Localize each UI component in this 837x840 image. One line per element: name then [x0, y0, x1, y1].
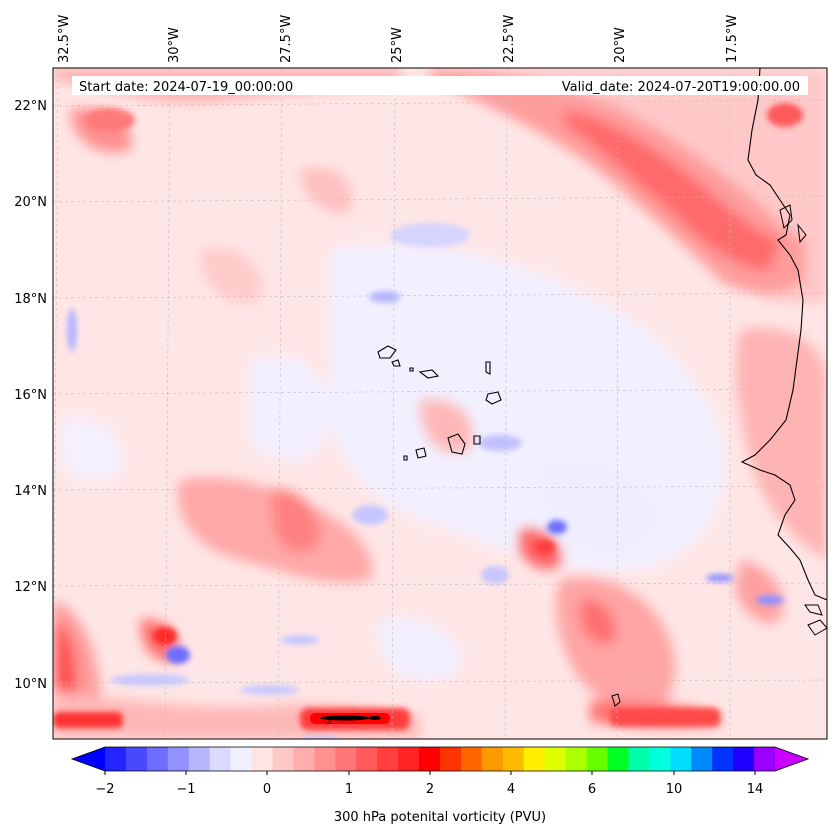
colorbar-segment — [460, 747, 483, 771]
date-banner — [72, 76, 808, 95]
colorbar-segment — [146, 747, 169, 771]
colorbar-segment — [440, 747, 462, 771]
colorbar-segment — [167, 747, 190, 771]
lat-label-4: 14°N — [14, 484, 47, 499]
pv-field: 2 — [53, 68, 827, 739]
colorbar-segment — [272, 747, 294, 771]
colorbar-extend-max — [775, 747, 808, 771]
colorbar-segment — [523, 747, 546, 771]
lon-label-2: 27.5°W — [279, 15, 294, 63]
pv-contour-line — [320, 715, 370, 721]
lon-label-1: 30°W — [167, 27, 182, 63]
cb-tick-8: 14 — [747, 782, 764, 797]
colorbar-segment — [230, 747, 253, 771]
lat-label-2: 18°N — [14, 292, 47, 307]
colorbar-segment — [335, 747, 357, 771]
gridlines — [53, 68, 827, 739]
colorbar-segment — [628, 747, 650, 771]
pv-low-regions — [60, 243, 726, 681]
lat-label-5: 12°N — [14, 580, 47, 595]
colorbar-extend-min — [72, 747, 105, 771]
colorbar-segment — [251, 747, 273, 771]
colorbar-segment — [670, 747, 692, 771]
colorbar-segment — [607, 747, 629, 771]
pv-small-features — [67, 103, 803, 739]
colorbar-segment — [419, 747, 441, 771]
colorbar-segment — [398, 747, 420, 771]
lat-label-0: 22°N — [14, 99, 47, 114]
colorbar-segment — [125, 747, 148, 771]
contour-label: 2 — [326, 716, 332, 727]
cb-tick-0: −2 — [95, 782, 114, 797]
lat-label-3: 16°N — [14, 388, 47, 403]
colorbar-segment — [481, 747, 504, 771]
cb-tick-6: 6 — [588, 782, 596, 797]
lon-label-5: 20°W — [613, 27, 628, 63]
cape-verde-islands — [377, 345, 502, 461]
colorbar-segment — [586, 747, 608, 771]
colorbar-segment — [544, 747, 567, 771]
pv-contour-line-3 — [611, 693, 621, 707]
colorbar-segment — [733, 747, 755, 771]
cb-tick-4: 2 — [426, 782, 434, 797]
lat-label-1: 20°N — [14, 195, 47, 210]
colorbar-segment — [105, 747, 127, 771]
colorbar-segment — [188, 747, 211, 771]
colorbar-segment — [649, 747, 671, 771]
colorbar-segment — [314, 747, 336, 771]
colorbar-ticks: −2 −1 0 1 2 4 6 10 14 — [95, 771, 763, 797]
cb-tick-1: −1 — [176, 782, 195, 797]
colorbar-title: 300 hPa potenital vorticity (PVU) — [334, 810, 546, 825]
coastline-africa — [740, 68, 827, 601]
colorbar-segment — [565, 747, 588, 771]
cb-tick-7: 10 — [666, 782, 683, 797]
longitude-labels: 32.5°W 30°W 27.5°W 25°W 22.5°W 20°W 17.5… — [57, 15, 740, 63]
cb-tick-5: 4 — [507, 782, 515, 797]
colorbar-segment — [209, 747, 232, 771]
lon-label-4: 22.5°W — [502, 15, 517, 63]
pv-contour-line-2 — [369, 716, 381, 720]
colorbar-segment — [356, 747, 378, 771]
colorbar — [70, 746, 810, 772]
lat-label-6: 10°N — [14, 677, 47, 692]
lon-label-6: 17.5°W — [725, 15, 740, 63]
valid-date-text: Valid_date: 2024-07-20T19:00:00.00 — [562, 80, 800, 95]
coastline-details — [779, 204, 827, 636]
start-date-text: Start date: 2024-07-19_00:00:00 — [79, 80, 293, 95]
colorbar-segment — [712, 747, 734, 771]
map-frame — [52, 67, 828, 740]
cb-tick-2: 0 — [263, 782, 271, 797]
lon-label-0: 32.5°W — [57, 15, 72, 63]
cb-tick-3: 1 — [345, 782, 353, 797]
colorbar-segment — [293, 747, 315, 771]
colorbar-segment — [377, 747, 399, 771]
lon-label-3: 25°W — [390, 27, 405, 63]
latitude-labels: 22°N 20°N 18°N 16°N 14°N 12°N 10°N — [14, 99, 47, 692]
colorbar-segment — [691, 747, 713, 771]
colorbar-segment — [502, 747, 525, 771]
colorbar-segment — [754, 747, 776, 771]
